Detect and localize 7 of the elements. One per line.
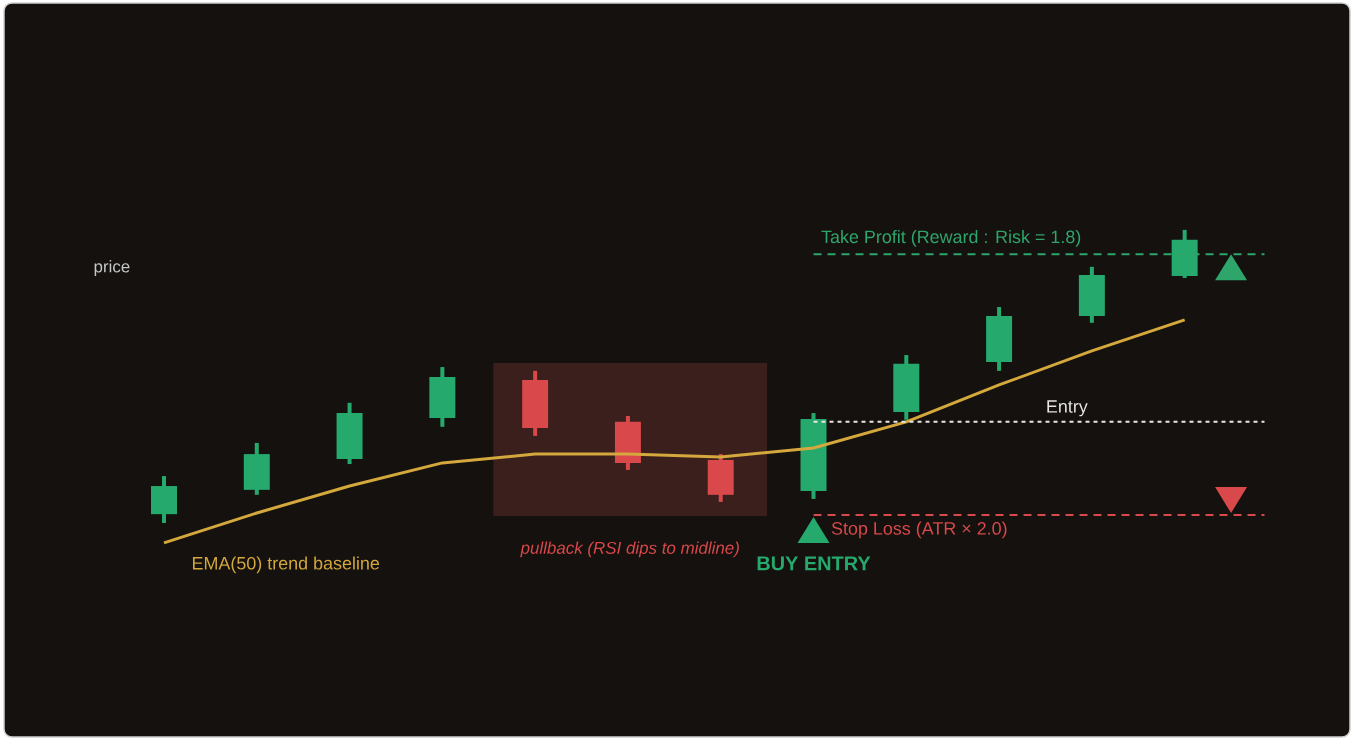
- text: BUY ENTRY: [757, 556, 871, 571]
- text: pullback (RSI dips to midline): [520, 541, 739, 558]
- ref-line-label: Stop Loss (ATR × 2.0): [831, 521, 1007, 539]
- series-label: EMA(50) trend baseline: [192, 556, 380, 574]
- annotation: Take Profit (Reward : Risk = 1.8): [821, 229, 1081, 247]
- y-axis-title: price: [94, 260, 130, 276]
- ref-line-label: Entry: [1047, 400, 1088, 417]
